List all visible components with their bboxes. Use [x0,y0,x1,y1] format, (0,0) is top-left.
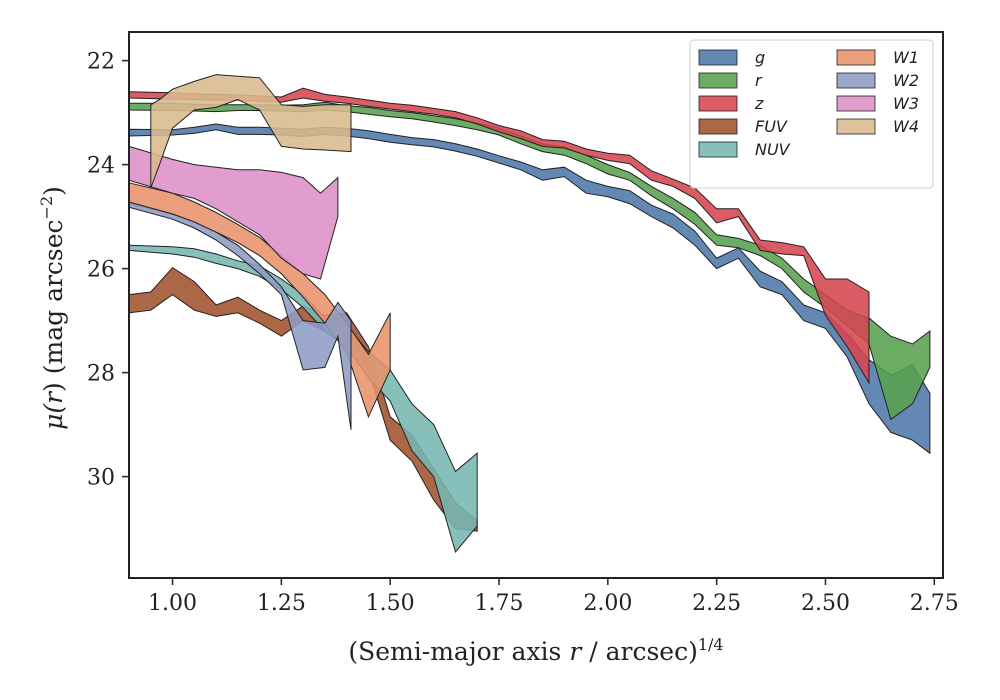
x-axis-label: (Semi-major axis r / arcsec)1/4 [348,635,723,666]
y-tick-label: 28 [87,362,115,387]
legend-swatch-w3 [836,95,876,112]
series-layer [128,74,931,554]
y-axis: 22 24 26 28 30 [87,50,129,491]
legend-swatch-nuv [698,141,738,158]
legend-label-z: z [754,94,764,113]
y-tick-label: 22 [87,50,115,75]
x-tick-label: 1.50 [366,591,415,616]
legend-swatch-r [698,72,738,89]
series-band-w4 [150,74,352,189]
y-axis-label: μ(r) (mag arcsec−2) [37,186,68,430]
x-tick-label: 2.50 [801,591,850,616]
legend-swatch-w2 [836,72,876,89]
y-tick-label: 30 [87,466,115,491]
series-band-w2 [128,201,352,430]
x-tick-label: 2.00 [583,591,632,616]
legend-label-w1: W1 [893,48,919,67]
legend-label-w2: W2 [893,71,919,90]
legend: grz FUV NUV W1 W2 W3 W4 [689,39,934,189]
x-tick-label: 2.25 [692,591,741,616]
legend-swatch-w1 [836,49,876,66]
x-tick-label: 1.75 [475,591,524,616]
series-band-g [128,123,931,455]
legend-label-r: r [755,71,763,90]
legend-swatch-fuv [698,118,738,135]
x-tick-label: 1.25 [257,591,306,616]
legend-swatch-z [698,95,738,112]
y-tick-label: 26 [87,258,115,283]
legend-label-nuv: NUV [755,140,791,159]
legend-swatch-w4 [836,118,876,135]
legend-label-fuv: FUV [755,117,788,136]
series-band-nuv [128,244,478,554]
y-tick-label: 24 [87,154,115,179]
legend-swatch-g [698,49,738,66]
x-tick-label: 1.00 [148,591,197,616]
series-band-z [128,87,870,385]
plot-frame [128,31,944,579]
legend-label-w3: W3 [893,94,919,113]
series-band-w3 [128,145,339,280]
series-band-r [128,101,931,421]
legend-label-g: g [755,48,765,67]
x-tick-label: 2.75 [910,591,959,616]
legend-label-w4: W4 [893,117,919,136]
x-axis: 1.00 1.25 1.50 1.75 2.00 2.25 2.50 2.75 [148,578,959,616]
